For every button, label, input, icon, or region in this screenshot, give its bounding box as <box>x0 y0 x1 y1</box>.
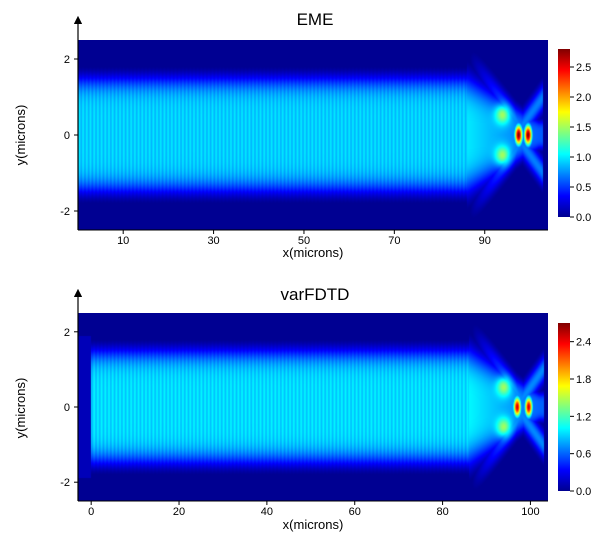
y-tick-label: 0 <box>64 402 70 414</box>
colorbar-tick-label: 0.0 <box>576 212 591 224</box>
x-tick-label: 100 <box>521 506 539 518</box>
x-tick-label: 0 <box>88 506 94 518</box>
colorbar-tick-label: 1.0 <box>576 152 591 164</box>
x-tick-label: 50 <box>298 235 310 247</box>
colorbar-tick-label: 2.0 <box>576 92 591 104</box>
y-tick-label: 0 <box>64 130 70 142</box>
x-tick-label: 70 <box>388 235 400 247</box>
colorbar-ticks: 0.0 0.5 1.0 1.5 2.0 2.5 <box>570 62 591 224</box>
heatmap-image <box>78 40 548 230</box>
colorbar-tick-label: 1.2 <box>576 411 591 423</box>
colorbar-tick-label: 1.8 <box>576 374 591 386</box>
x-tick-label: 80 <box>436 506 448 518</box>
y-axis-label: y(microns) <box>13 105 28 166</box>
x-axis-label: x(microns) <box>283 245 344 260</box>
x-tick-label: 60 <box>349 506 361 518</box>
y-tick-label: -2 <box>60 206 70 218</box>
chart-varfdtd: varFDTD 0 20 40 60 80 100 -2 0 2 x(microns) y(m… <box>13 285 591 532</box>
chart-eme: EME 10 30 50 70 90 -2 0 2 x(microns) y(microns… <box>13 10 591 260</box>
x-tick-label: 90 <box>479 235 491 247</box>
heatmap-image <box>78 313 548 501</box>
colorbar-ticks: 0.0 0.6 1.2 1.8 2.4 <box>570 337 591 498</box>
x-tick-label: 20 <box>173 506 185 518</box>
y-ticks: -2 0 2 <box>60 54 78 218</box>
y-axis-label: y(microns) <box>13 378 28 439</box>
x-axis-label: x(microns) <box>283 517 344 532</box>
chart-title: varFDTD <box>281 285 350 304</box>
x-tick-label: 30 <box>207 235 219 247</box>
y-tick-label: -2 <box>60 477 70 489</box>
y-tick-label: 2 <box>64 327 70 339</box>
y-ticks: -2 0 2 <box>60 327 78 489</box>
y-tick-label: 2 <box>64 54 70 66</box>
colorbar-tick-label: 0.0 <box>576 486 591 498</box>
colorbar-tick-label: 2.4 <box>576 337 591 349</box>
x-tick-label: 40 <box>261 506 273 518</box>
colorbar-tick-label: 0.6 <box>576 449 591 461</box>
colorbar <box>558 323 570 491</box>
x-ticks: 10 30 50 70 90 <box>117 230 491 247</box>
colorbar-tick-label: 1.5 <box>576 122 591 134</box>
colorbar-tick-label: 0.5 <box>576 182 591 194</box>
colorbar-tick-label: 2.5 <box>576 62 591 74</box>
x-ticks: 0 20 40 60 80 100 <box>88 501 540 518</box>
chart-title: EME <box>297 10 334 29</box>
x-tick-label: 10 <box>117 235 129 247</box>
colorbar <box>558 49 570 217</box>
